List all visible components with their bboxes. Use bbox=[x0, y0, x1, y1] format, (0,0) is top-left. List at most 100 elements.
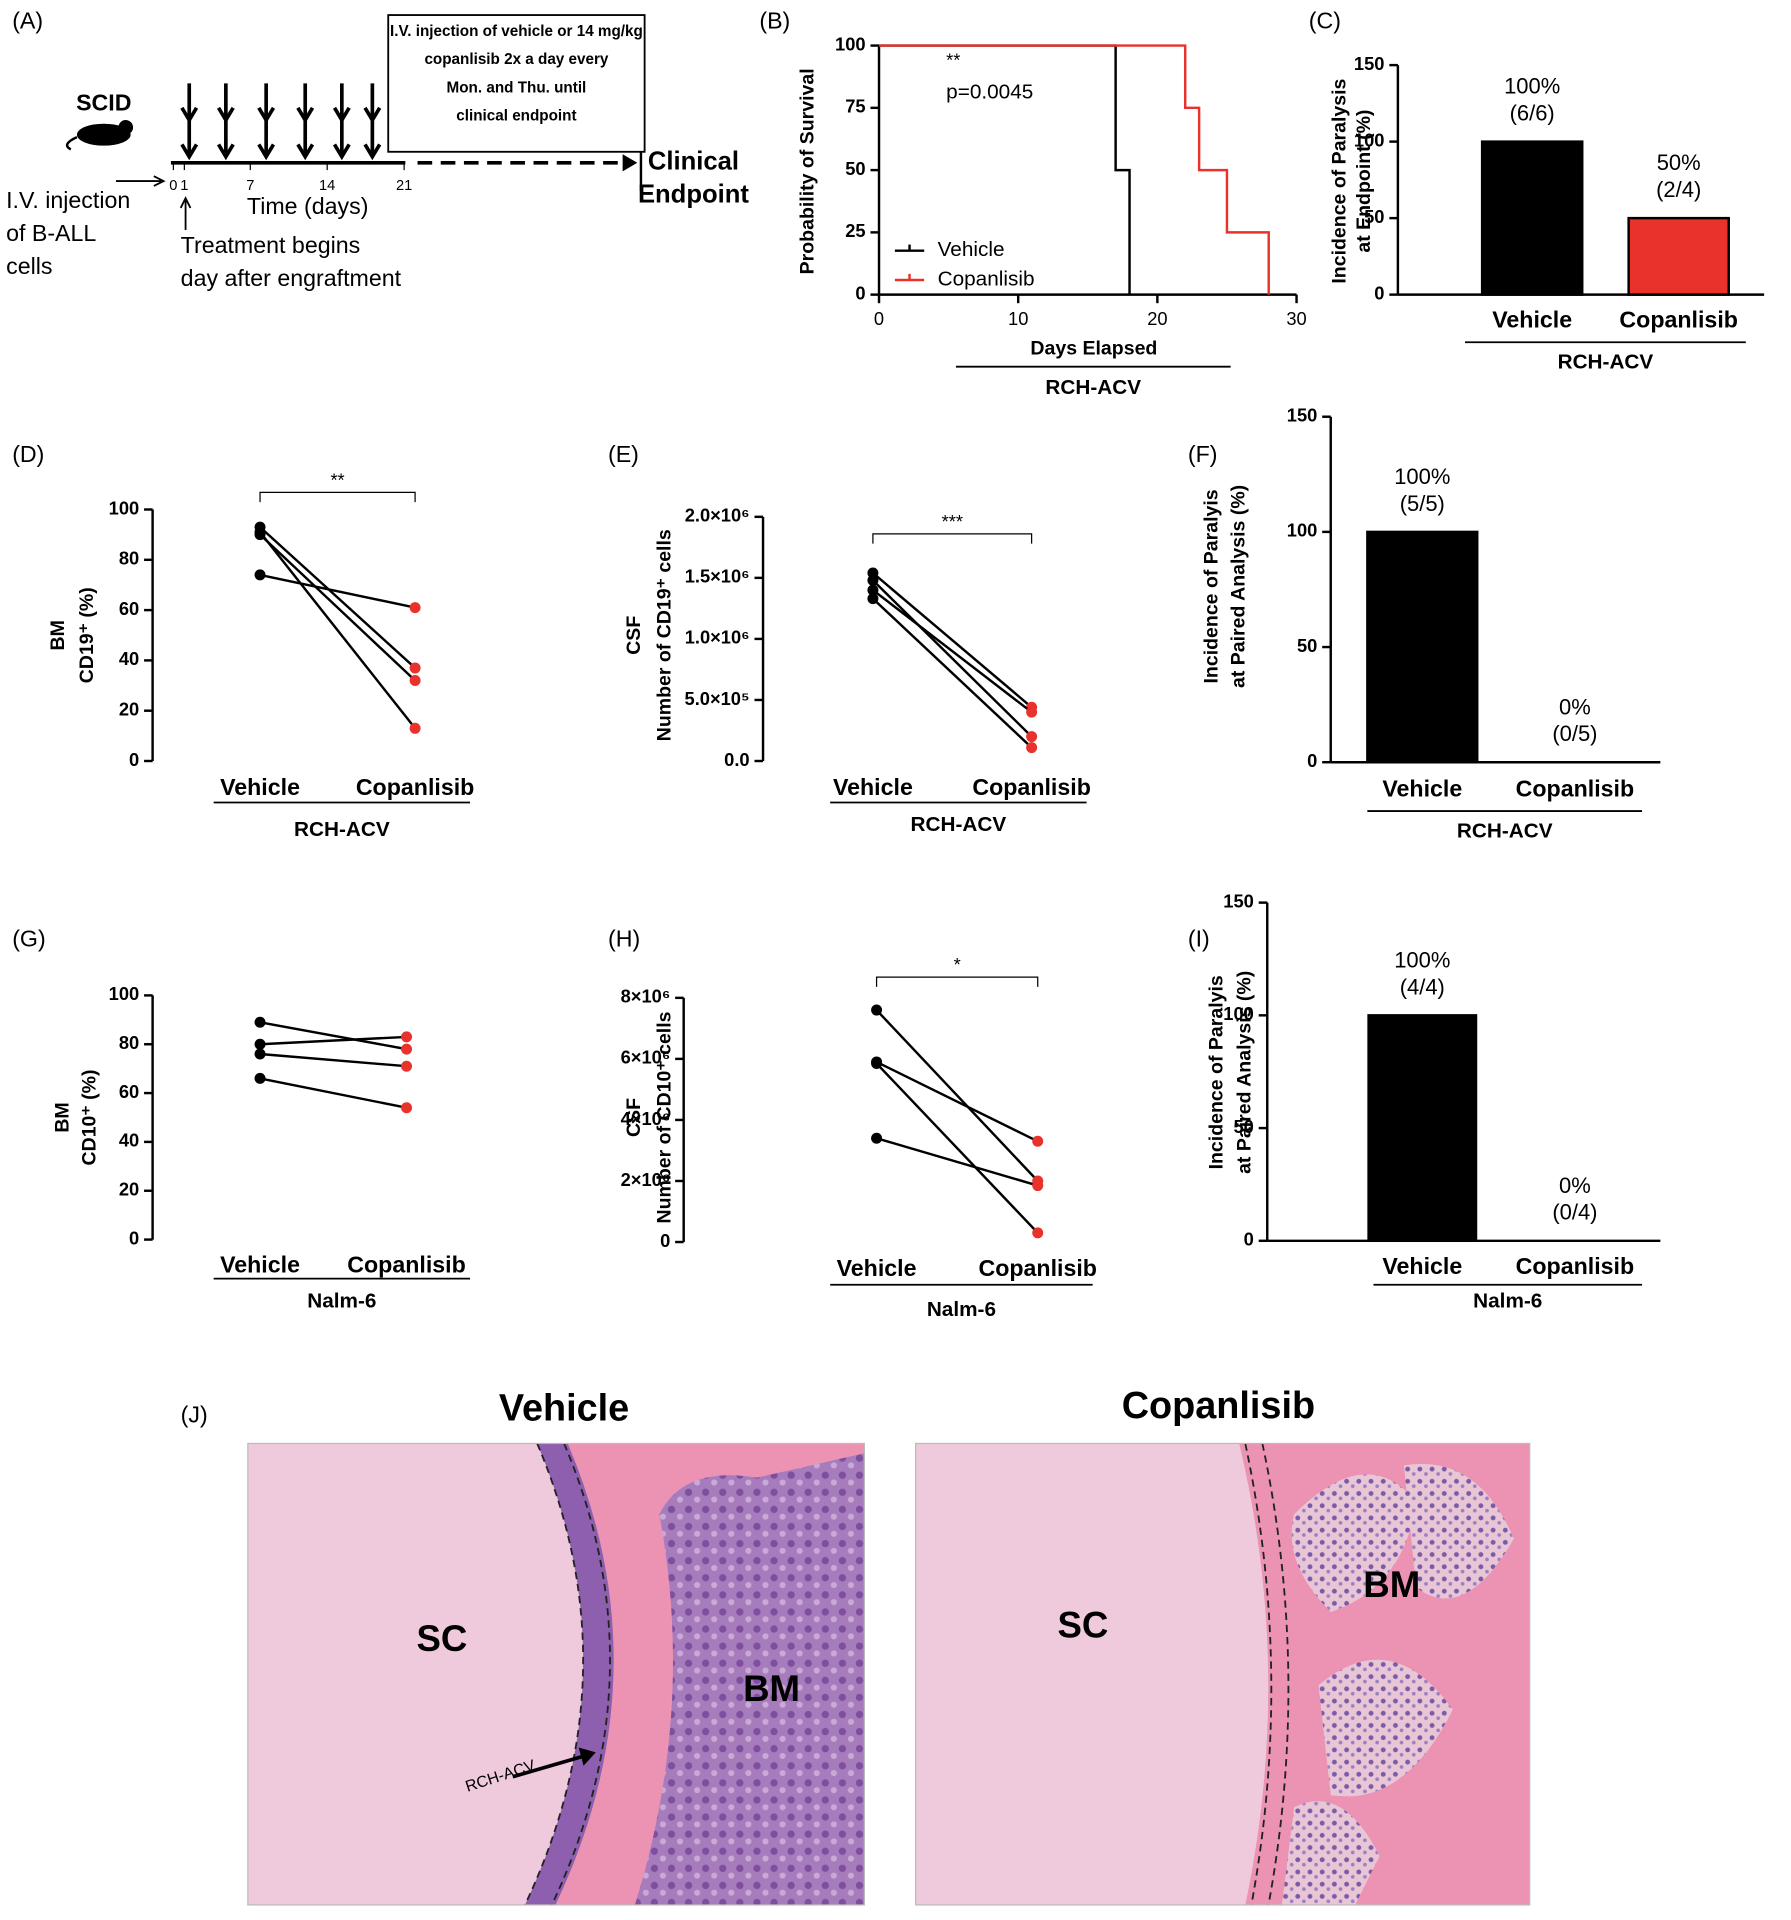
time-label: Time (days) bbox=[247, 193, 369, 219]
category-label: Vehicle bbox=[833, 774, 913, 800]
data-point bbox=[409, 662, 421, 674]
panel-label: (A) bbox=[12, 8, 43, 34]
y-tick-label: 100 bbox=[835, 33, 866, 54]
pair-line bbox=[872, 579, 1033, 738]
data-point bbox=[867, 593, 879, 605]
endpoint-text: Clinical bbox=[648, 148, 739, 176]
data-point bbox=[409, 722, 421, 734]
y-tick-label: 2×10⁶ bbox=[621, 1169, 671, 1190]
group-label: RCH-ACV bbox=[1045, 376, 1141, 399]
category-label: Copanlisib bbox=[1516, 1253, 1635, 1279]
injection-text: I.V. injection bbox=[6, 187, 130, 213]
day-label: 1 bbox=[180, 178, 188, 194]
day-label: 14 bbox=[319, 178, 335, 194]
y-axis-title: Incidence of Paralyis bbox=[1205, 975, 1227, 1169]
significance-label: ** bbox=[330, 469, 344, 490]
group-label: RCH-ACV bbox=[911, 813, 1007, 836]
pair-line bbox=[872, 589, 1033, 714]
data-point bbox=[401, 1043, 413, 1055]
count-label: (5/5) bbox=[1400, 491, 1445, 516]
significance-bracket bbox=[875, 976, 1039, 987]
data-point bbox=[867, 584, 879, 596]
y-axis-title: at Endpoint (%) bbox=[1353, 110, 1375, 253]
y-tick-label: 8×10⁶ bbox=[621, 986, 671, 1007]
pair-line bbox=[259, 526, 416, 669]
x-tick-label: 0 bbox=[874, 308, 884, 329]
group-label: Nalm-6 bbox=[307, 1289, 376, 1312]
x-tick-label: 30 bbox=[1286, 308, 1306, 329]
bar bbox=[1366, 530, 1479, 764]
tissue-label: BM bbox=[1363, 1564, 1420, 1605]
tissue-label: SC bbox=[1057, 1604, 1108, 1645]
category-label: Vehicle bbox=[220, 1252, 300, 1278]
y-tick-label: 0 bbox=[1307, 750, 1317, 771]
y-tick-label: 100 bbox=[109, 497, 140, 518]
y-axis-title: at Paired Analysis (%) bbox=[1227, 485, 1249, 688]
y-axis-title: BM bbox=[52, 1102, 74, 1132]
tissue-label: BM bbox=[743, 1668, 800, 1709]
data-point bbox=[1026, 742, 1038, 754]
y-tick-label: 150 bbox=[1223, 890, 1254, 911]
histology-image bbox=[247, 1443, 865, 1905]
image-title: Vehicle bbox=[499, 1387, 629, 1429]
data-point bbox=[871, 1132, 883, 1144]
injection-text: of B-ALL bbox=[6, 220, 96, 246]
category-label: Vehicle bbox=[1382, 1253, 1462, 1279]
treatment-text: day after engraftment bbox=[181, 265, 402, 291]
x-tick-label: 20 bbox=[1147, 308, 1167, 329]
count-label: (0/5) bbox=[1552, 721, 1597, 746]
regimen-text: I.V. injection of vehicle or 14 mg/kg bbox=[390, 23, 643, 40]
x-axis-title: Days Elapsed bbox=[1030, 338, 1157, 360]
y-tick-label: 25 bbox=[845, 220, 865, 241]
y-tick-label: 50 bbox=[1233, 1116, 1253, 1137]
y-axis-title: Number of CD19⁺ cells bbox=[654, 529, 676, 741]
count-label: (4/4) bbox=[1400, 974, 1445, 999]
group-label: RCH-ACV bbox=[1558, 350, 1654, 373]
data-point bbox=[867, 574, 879, 586]
pair-line bbox=[875, 1009, 1039, 1182]
pair-line bbox=[872, 572, 1033, 709]
data-point bbox=[401, 1060, 413, 1072]
bar bbox=[1480, 140, 1584, 296]
y-axis-title: at Paired Analysis (%) bbox=[1233, 971, 1255, 1174]
image-frame bbox=[915, 1442, 1531, 1906]
dosing-arrows bbox=[180, 83, 382, 161]
panel-label: (E) bbox=[608, 441, 639, 467]
y-tick-label: 60 bbox=[119, 598, 139, 619]
y-tick-label: 60 bbox=[119, 1081, 139, 1102]
data-point bbox=[1026, 731, 1038, 743]
y-axis-title: Number of CD10⁺ cells bbox=[654, 1011, 676, 1223]
pair-line bbox=[875, 1062, 1039, 1234]
data-point bbox=[254, 1038, 266, 1050]
y-axis-title: CD19⁺ (%) bbox=[76, 587, 98, 683]
group-label: Nalm-6 bbox=[927, 1298, 996, 1321]
data-point bbox=[1026, 706, 1038, 718]
data-point bbox=[871, 1004, 883, 1016]
regimen-text: clinical endpoint bbox=[456, 107, 576, 124]
y-tick-label: 0 bbox=[129, 1227, 139, 1248]
category-label: Vehicle bbox=[1382, 775, 1462, 801]
day-label: 7 bbox=[246, 178, 254, 194]
y-tick-label: 100 bbox=[1223, 1003, 1254, 1024]
y-tick-label: 150 bbox=[1354, 53, 1385, 74]
y-axis-title: Incidence of Paralysis bbox=[1329, 78, 1351, 283]
strain-label: SCID bbox=[76, 89, 131, 115]
day-label: 21 bbox=[396, 178, 412, 194]
data-point bbox=[409, 602, 421, 614]
group-label: RCH-ACV bbox=[1457, 819, 1553, 842]
y-tick-label: 5.0×10⁵ bbox=[685, 688, 750, 709]
category-label: Copanlisib bbox=[1619, 307, 1738, 333]
pair-line bbox=[259, 533, 416, 682]
count-label: (0/4) bbox=[1552, 1200, 1597, 1225]
y-tick-label: 2.0×10⁶ bbox=[685, 505, 750, 526]
category-label: Vehicle bbox=[220, 774, 300, 800]
y-tick-label: 40 bbox=[119, 1130, 139, 1151]
image-title: Copanlisib bbox=[1122, 1385, 1315, 1427]
category-label: Copanlisib bbox=[347, 1252, 466, 1278]
annotation: ** bbox=[946, 49, 960, 70]
bar bbox=[1627, 216, 1730, 296]
regimen-text: copanlisib 2x a day every bbox=[424, 51, 608, 68]
panel-label: (B) bbox=[759, 8, 790, 34]
